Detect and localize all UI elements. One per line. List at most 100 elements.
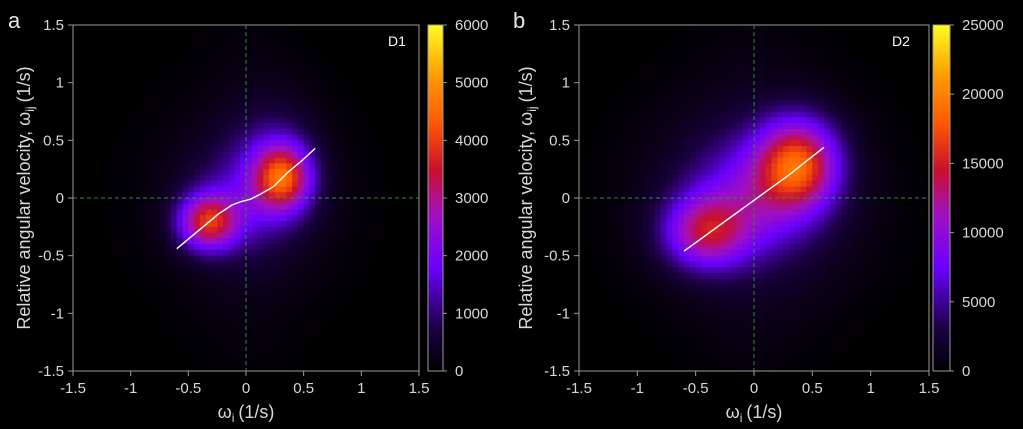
heat-cell xyxy=(228,313,236,320)
heat-cell xyxy=(649,123,656,130)
heat-cell xyxy=(320,284,328,291)
heat-cell xyxy=(251,30,259,38)
heat-cell xyxy=(859,82,866,90)
heat-cell xyxy=(217,42,224,49)
heat-cell xyxy=(631,105,638,113)
heat-cell xyxy=(286,163,293,170)
heat-cell xyxy=(783,151,790,159)
heat-cell xyxy=(660,203,668,211)
heat-cell xyxy=(748,140,755,147)
heat-cell xyxy=(818,169,825,176)
heat-cell xyxy=(211,151,218,159)
heat-cell xyxy=(240,342,247,349)
heat-cell xyxy=(824,128,831,136)
heat-cell xyxy=(182,290,189,297)
heat-cell xyxy=(736,25,743,32)
heat-cell xyxy=(280,111,287,118)
heat-cell xyxy=(765,157,773,164)
heat-cell xyxy=(596,203,603,211)
heat-cell xyxy=(654,278,662,286)
heat-cell xyxy=(315,53,322,61)
heat-cell xyxy=(783,342,790,349)
heat-cell xyxy=(263,42,270,49)
heat-cell xyxy=(783,319,790,326)
heat-cell xyxy=(263,157,270,164)
heat-cell xyxy=(286,330,293,337)
heat-cell xyxy=(841,255,848,263)
heat-cell xyxy=(684,180,691,188)
heat-cell xyxy=(205,128,212,136)
heat-cell xyxy=(853,296,860,303)
heat-cell xyxy=(292,232,299,239)
heat-cell xyxy=(666,203,673,211)
heat-cell xyxy=(584,203,592,211)
heat-cell xyxy=(684,301,691,309)
heat-cell xyxy=(326,140,334,147)
heat-cell xyxy=(199,238,207,245)
heat-cell xyxy=(835,48,843,55)
heat-cell xyxy=(263,128,270,136)
heat-cell xyxy=(171,284,178,291)
heat-cell xyxy=(824,140,831,147)
heat-cell xyxy=(240,209,247,216)
colorbar-tick-label: 3000 xyxy=(455,190,488,207)
heat-cell xyxy=(280,88,287,95)
heat-cell xyxy=(614,151,621,159)
heat-cell xyxy=(205,25,212,32)
heat-cell xyxy=(205,71,212,78)
heat-cell xyxy=(182,105,189,113)
heat-cell xyxy=(297,238,305,245)
x-axis-label-a: ωi (1/s) xyxy=(218,402,275,425)
heat-cell xyxy=(171,238,178,245)
heat-cell xyxy=(320,203,328,211)
heat-cell xyxy=(812,59,819,66)
heat-cell xyxy=(789,203,796,211)
heat-cell xyxy=(147,203,155,211)
heat-cell xyxy=(107,174,114,182)
heat-cell xyxy=(286,342,293,349)
heat-cell xyxy=(199,272,207,280)
heat-cell xyxy=(719,105,726,113)
heat-cell xyxy=(736,30,743,38)
heat-cell xyxy=(847,65,854,72)
heat-cell xyxy=(165,134,172,141)
heat-cell xyxy=(297,284,305,291)
heat-cell xyxy=(818,278,825,286)
heat-cell xyxy=(684,42,691,49)
heat-cell xyxy=(159,99,166,107)
heat-cell xyxy=(859,105,866,113)
heat-cell xyxy=(274,48,282,55)
heat-cell xyxy=(719,238,726,245)
heat-cell xyxy=(853,324,860,332)
heat-cell xyxy=(719,186,726,193)
heat-cell xyxy=(678,347,685,355)
heat-cell xyxy=(730,290,738,297)
heat-cell xyxy=(841,296,848,303)
heat-cell xyxy=(274,353,282,361)
heat-cell xyxy=(619,290,627,297)
heat-cell xyxy=(748,48,755,55)
heat-cell xyxy=(194,342,201,349)
heat-cell xyxy=(631,232,638,239)
heat-cell xyxy=(812,215,819,222)
heat-cell xyxy=(320,307,328,314)
heat-cell xyxy=(194,232,201,239)
heat-cell xyxy=(147,94,155,101)
heat-cell xyxy=(654,272,662,280)
heat-cell xyxy=(876,226,883,234)
heat-cell xyxy=(684,59,691,66)
heat-cell xyxy=(602,255,609,263)
panel-a: D1 a -1.5 -1 -0.5 0 0.5 1 1.5 -1.5-1-0.500.511… xyxy=(8,8,488,425)
heat-cell xyxy=(303,151,311,159)
heat-cell xyxy=(205,151,212,159)
heat-cell xyxy=(344,180,351,188)
heat-cell xyxy=(286,71,293,78)
heat-cell xyxy=(730,232,738,239)
heat-cell xyxy=(748,25,755,32)
heat-cell xyxy=(835,278,843,286)
heat-cell xyxy=(876,278,883,286)
heat-cell xyxy=(619,192,627,199)
heat-cell xyxy=(222,307,230,314)
heat-cell xyxy=(286,296,293,303)
heat-cell xyxy=(130,209,138,216)
